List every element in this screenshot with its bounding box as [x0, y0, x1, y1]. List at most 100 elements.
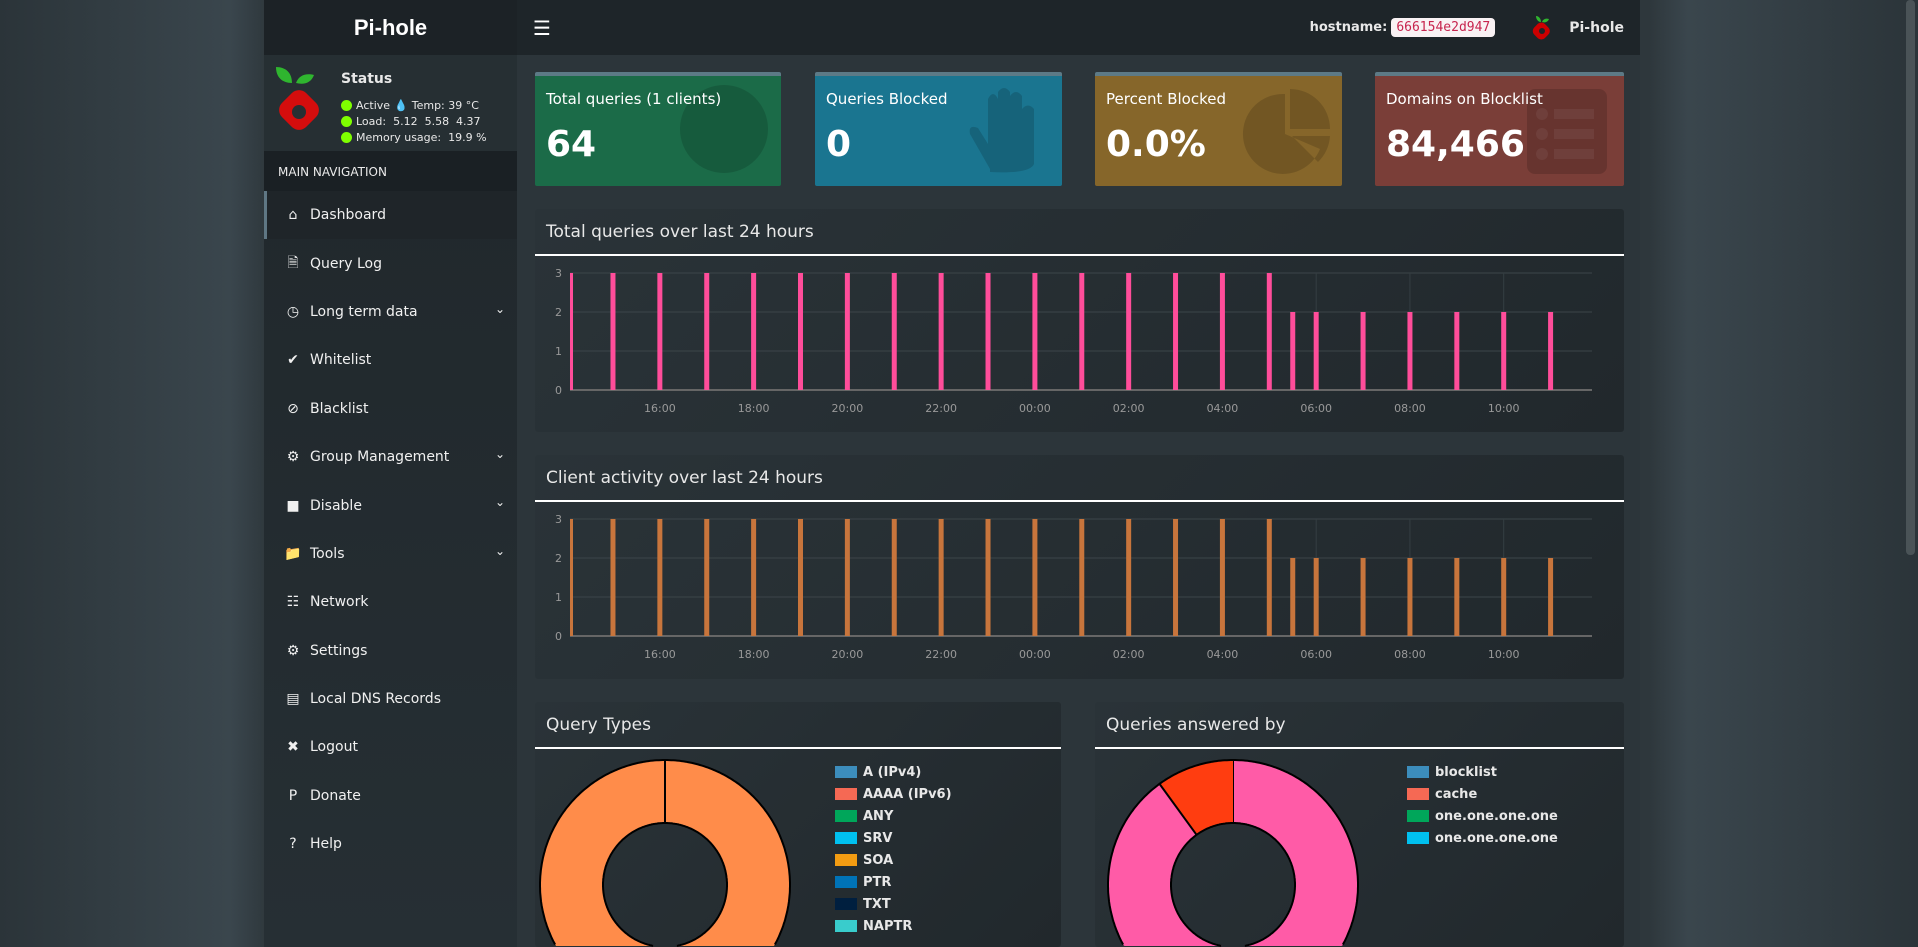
chart-title: Query Types — [535, 702, 1061, 749]
sidebar-item-dashboard[interactable]: ⌂ Dashboard — [264, 191, 517, 240]
bar — [1266, 519, 1272, 636]
sidebar-item-disable[interactable]: ■ Disable ⌄ — [264, 481, 517, 529]
legend-label: one.one.one.one — [1435, 830, 1558, 846]
y-tick-label: 2 — [555, 306, 562, 319]
donut-chart — [1107, 759, 1359, 947]
chevron-down-icon[interactable]: ⌄ — [494, 446, 505, 461]
bar — [751, 273, 757, 390]
legend-label: blocklist — [1435, 764, 1497, 780]
hamburger-icon[interactable]: ☰ — [533, 15, 551, 40]
chart-title: Client activity over last 24 hours — [535, 455, 1624, 502]
donut-outline — [539, 759, 665, 945]
stat-card-2[interactable]: Percent Blocked 0.0% — [1095, 72, 1342, 186]
temperature-icon: 💧 — [394, 99, 408, 112]
legend-item[interactable]: SOA — [835, 849, 952, 871]
bar — [1501, 558, 1507, 636]
legend-swatch — [835, 766, 857, 778]
sidebar-item-local-dns-records[interactable]: ▤ Local DNS Records — [264, 675, 517, 723]
sidebar-item-query-log[interactable]: 🗎 Query Log — [264, 239, 517, 287]
bar — [1407, 558, 1413, 636]
sidebar-item-network[interactable]: ☷ Network — [264, 578, 517, 626]
legend-item[interactable]: one.one.one.one — [1407, 827, 1558, 849]
legend-item[interactable]: A (IPv4) — [835, 761, 952, 783]
stat-card-label: Queries Blocked — [826, 90, 948, 108]
chevron-down-icon[interactable]: ⌄ — [494, 301, 505, 316]
legend-item[interactable]: TXT — [835, 893, 952, 915]
legend-item[interactable]: NAPTR — [835, 915, 952, 937]
bar — [1290, 558, 1296, 636]
stat-card-label: Total queries (1 clients) — [546, 90, 722, 108]
status-memory-text: Memory usage: 19.9 % — [356, 131, 487, 144]
sidebar-item-label: Settings — [310, 642, 368, 659]
donut-outline — [1170, 822, 1233, 947]
bar — [1360, 312, 1366, 390]
clock-icon: ◷ — [286, 303, 300, 320]
chart-title: Queries answered by — [1095, 702, 1624, 749]
sidebar-item-group-management[interactable]: ⚙ Group Management ⌄ — [264, 433, 517, 481]
x-tick-label: 22:00 — [925, 402, 957, 415]
chevron-down-icon[interactable]: ⌄ — [494, 543, 505, 558]
hand-icon — [969, 88, 1034, 173]
user-menu[interactable]: Pi-hole — [1531, 14, 1624, 42]
y-tick-label: 0 — [555, 630, 562, 643]
bar — [657, 519, 663, 636]
sidebar-item-label: Group Management — [310, 449, 450, 466]
bar — [797, 519, 803, 636]
sidebar-item-settings[interactable]: ⚙ Settings — [264, 627, 517, 675]
donut-outline — [1233, 759, 1359, 945]
scrollbar[interactable] — [1906, 0, 1915, 555]
bar — [1313, 312, 1319, 390]
bar — [985, 273, 991, 390]
client-activity-chart: Client activity over last 24 hours 0 1 2 3 1… — [535, 455, 1624, 679]
status-panel: Status Active 💧 Temp: 39 °C Load: 5.12 5.5… — [264, 55, 517, 151]
status-dot-icon — [341, 100, 352, 111]
legend-item[interactable]: blocklist — [1407, 761, 1558, 783]
status-load-text: Load: 5.12 5.58 4.37 — [356, 115, 481, 128]
stat-card-0[interactable]: Total queries (1 clients) 64 — [535, 72, 781, 186]
x-tick-label: 08:00 — [1394, 402, 1426, 415]
sidebar-item-blacklist[interactable]: ⊘ Blacklist — [264, 385, 517, 433]
bar — [1032, 273, 1038, 390]
list-icon — [1527, 89, 1607, 174]
x-tick-label: 08:00 — [1394, 648, 1426, 661]
bar — [1313, 558, 1319, 636]
sidebar-item-tools[interactable]: 📁 Tools ⌄ — [264, 530, 517, 578]
y-tick-label: 3 — [555, 267, 562, 280]
legend-item[interactable]: AAAA (IPv6) — [835, 783, 952, 805]
legend-item[interactable]: SRV — [835, 827, 952, 849]
bar — [844, 273, 850, 390]
x-tick-label: 00:00 — [1019, 402, 1051, 415]
donut-outline — [1107, 759, 1233, 945]
x-tick-label: 22:00 — [925, 648, 957, 661]
x-tick-label: 02:00 — [1113, 402, 1145, 415]
sidebar-item-whitelist[interactable]: ✔ Whitelist — [264, 336, 517, 384]
user-name: Pi-hole — [1569, 19, 1624, 36]
x-tick-label: 20:00 — [832, 402, 864, 415]
sidebar-item-label: Network — [310, 594, 369, 611]
bar-chart: 0 1 2 3 16:00 18:00 20:00 22:00 00:00 02:00 04:00 0… — [555, 513, 1592, 661]
stat-card-value: 64 — [546, 124, 597, 165]
nav-heading: MAIN NAVIGATION — [264, 151, 517, 191]
stat-card-1[interactable]: Queries Blocked 0 — [815, 72, 1062, 186]
bar — [704, 273, 710, 390]
donut-outline — [665, 759, 791, 945]
ban-icon: ⊘ — [287, 400, 299, 417]
x-tick-label: 06:00 — [1300, 402, 1332, 415]
legend-item[interactable]: ANY — [835, 805, 952, 827]
bar-chart: 0 1 2 3 16:00 18:00 20:00 22:00 00:00 02:00 04:00 0… — [555, 267, 1592, 415]
legend-label: PTR — [863, 874, 892, 890]
globe-icon — [680, 85, 768, 173]
page: Pi-hole ☰ hostname: 666154e2d947 Pi-hole… — [264, 0, 1640, 947]
legend-item[interactable]: cache — [1407, 783, 1558, 805]
bar — [1173, 519, 1179, 636]
sidebar-item-logout[interactable]: ✖ Logout — [264, 723, 517, 771]
legend-item[interactable]: PTR — [835, 871, 952, 893]
sidebar-item-long-term-data[interactable]: ◷ Long term data ⌄ — [264, 288, 517, 336]
legend-item[interactable]: one.one.one.one — [1407, 805, 1558, 827]
status-memory: Memory usage: 19.9 % — [341, 131, 487, 144]
stat-card-3[interactable]: Domains on Blocklist 84,466 — [1375, 72, 1624, 186]
sidebar-item-help[interactable]: ? Help — [264, 820, 517, 868]
app-logo[interactable]: Pi-hole — [264, 0, 517, 55]
sidebar-item-donate[interactable]: P Donate — [264, 772, 517, 820]
chevron-down-icon[interactable]: ⌄ — [494, 495, 505, 510]
